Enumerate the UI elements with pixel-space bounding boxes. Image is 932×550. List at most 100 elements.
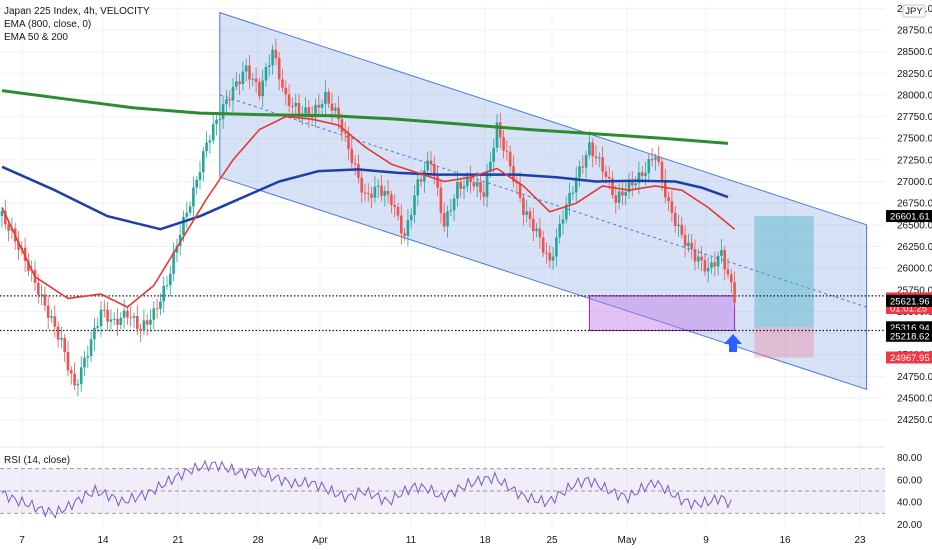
price-tick-label: 24500.00 [897, 394, 932, 405]
up-arrow-icon [724, 334, 742, 352]
candle-body [733, 282, 736, 303]
candle-body [426, 160, 429, 171]
time-tick-label: Apr [312, 535, 328, 546]
candle-body [640, 172, 644, 176]
candle-body [376, 185, 380, 187]
candle-body [489, 161, 492, 172]
time-tick-label: 18 [479, 535, 491, 546]
candle-body [614, 195, 618, 203]
candle-body [93, 327, 96, 340]
time-tick-label: 21 [172, 535, 184, 546]
candle-body [152, 308, 156, 320]
candle-body [43, 294, 47, 306]
candle-body [499, 122, 502, 138]
rsi-tick-label: 40.00 [897, 498, 922, 509]
candle-body [419, 179, 423, 182]
rsi-tick-label: 80.00 [897, 453, 922, 464]
candle-body [40, 294, 43, 296]
candle-body [386, 190, 390, 195]
candle-body [492, 147, 495, 162]
candle-body [706, 267, 710, 272]
candle-body [687, 242, 690, 247]
candle-body [76, 384, 80, 386]
candle-body [274, 49, 278, 59]
price-tag-label: 01:01:25 [890, 303, 927, 314]
candle-body [581, 166, 585, 168]
candle-body [86, 356, 90, 358]
candle-body [244, 65, 248, 72]
candle-body [634, 183, 637, 186]
candle-body [307, 107, 311, 117]
candle-body [607, 176, 611, 179]
candle-body [555, 237, 558, 257]
price-tag-label: 25316.94 [890, 323, 930, 334]
price-tick-label: 27750.00 [897, 112, 932, 123]
candle-body [525, 211, 528, 215]
time-axis[interactable]: 7 14 21 28 Apr 11 18 25 May 9 16 23 [19, 535, 866, 546]
candle-body [677, 224, 680, 226]
candle-body [188, 206, 192, 213]
candle-body [574, 177, 578, 193]
price-tick-label: 26750.00 [897, 199, 932, 210]
candle-body [304, 107, 307, 114]
candle-body [60, 338, 63, 340]
candle-body [568, 193, 571, 205]
time-tick-label: 16 [779, 535, 791, 546]
candle-body [145, 320, 149, 325]
candle-body [297, 102, 301, 115]
candle-body [423, 170, 426, 182]
candle-body [621, 191, 624, 196]
candle-body [532, 218, 535, 232]
candle-body [37, 282, 40, 295]
candle-body [502, 137, 505, 151]
price-tick-label: 27000.00 [897, 177, 932, 188]
candle-body [660, 161, 664, 180]
candle-body [452, 198, 456, 211]
candle-body [192, 187, 195, 207]
candle-body [518, 183, 522, 198]
candle-body [320, 104, 324, 108]
candle-body [571, 192, 575, 194]
candle-body [202, 151, 205, 173]
rsi-tick-label: 60.00 [897, 475, 922, 486]
candle-body [664, 179, 667, 198]
candle-body [363, 192, 367, 194]
rsi-title[interactable]: RSI (14, close) [4, 455, 70, 466]
candle-body [27, 260, 30, 272]
candle-body [730, 274, 733, 283]
candle-body [248, 65, 251, 80]
price-tags: 26601.6125650.0001:01:2525621.9625316.94… [886, 210, 932, 364]
candle-body [631, 181, 634, 186]
candle-body [469, 176, 472, 183]
candle-body [716, 255, 720, 267]
candle-body [291, 106, 294, 108]
candle-body [7, 224, 10, 231]
candle-body [277, 58, 281, 80]
rsi-tick-label: 20.00 [897, 520, 922, 531]
candle-body [241, 71, 245, 85]
candle-body [324, 91, 327, 105]
candle-body [287, 94, 291, 107]
candle-body [271, 49, 274, 66]
price-tick-label: 26000.00 [897, 264, 932, 275]
indicator-ema-50-200[interactable]: EMA 50 & 200 [4, 32, 68, 43]
price-tag-label: 26601.61 [890, 212, 930, 223]
candle-body [215, 119, 218, 125]
candle-body [165, 285, 169, 287]
candle-body [690, 242, 693, 250]
candle-body [347, 133, 350, 149]
grid [0, 4, 885, 530]
currency-badge[interactable]: JPY [902, 4, 926, 18]
candle-body [136, 315, 139, 329]
candle-body [406, 220, 410, 236]
candle-body [46, 305, 50, 318]
candle-body [446, 211, 449, 227]
time-tick-label: 25 [546, 535, 558, 546]
chart-title: Japan 225 Index, 4h, VELOCITY [4, 6, 150, 17]
candle-body [56, 326, 60, 340]
candle-body [353, 163, 357, 165]
long-stop-area [754, 327, 814, 358]
indicator-ema-800[interactable]: EMA (800, close, 0) [4, 19, 91, 30]
candle-body [485, 171, 489, 197]
